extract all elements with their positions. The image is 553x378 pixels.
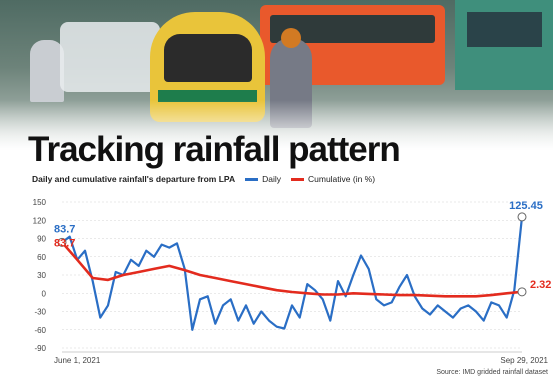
subtitle-row: Daily and cumulative rainfall's departur…: [32, 172, 375, 186]
marker-end-cumulative: [517, 287, 527, 297]
legend-swatch-daily: [245, 177, 259, 181]
y-tick-label: -90: [34, 344, 46, 353]
rainfall-chart: 150 120 90 60 30 0 -30 -60 -90 June 1, 2021 Sep 29…: [33, 198, 552, 376]
legend-daily: Daily: [245, 174, 281, 184]
photo-floodwater: [0, 100, 553, 150]
y-tick-label: 150: [33, 198, 47, 207]
legend-cumulative-label: Cumulative (in %): [308, 174, 376, 184]
series-line-cumulative: [60, 241, 524, 298]
y-tick-label: 30: [37, 271, 46, 280]
legend-daily-label: Daily: [262, 174, 281, 184]
marker-end-daily: [517, 212, 527, 222]
chart-title: Tracking rainfall pattern: [28, 130, 401, 169]
series-line-daily: [60, 215, 524, 331]
photo-car: [60, 22, 160, 92]
data-label-start-cumulative: 83.7: [54, 237, 75, 249]
legend-swatch-cumulative: [291, 177, 304, 181]
y-tick-label: -60: [34, 326, 46, 335]
marker-start-cumulative: [57, 237, 67, 247]
photo-pedestrian: [30, 40, 64, 102]
source-note: Source: IMD gridded rainfall dataset: [436, 369, 548, 376]
legend-cumulative: Cumulative (in %): [291, 174, 375, 184]
y-tick-label: 0: [42, 289, 47, 298]
y-tick-label: 120: [33, 216, 47, 225]
x-tick-label-start: June 1, 2021: [54, 356, 101, 365]
y-tick-label: -30: [34, 308, 46, 317]
chart-subtitle: Daily and cumulative rainfall's departur…: [32, 174, 236, 184]
photo-truck: [455, 0, 553, 90]
data-label-end-daily: 125.45: [509, 200, 543, 212]
y-tick-label: 90: [37, 235, 46, 244]
y-tick-label: 60: [37, 253, 46, 262]
data-label-end-cumulative: 2.32: [530, 279, 551, 291]
data-label-start-daily: 83.7: [54, 223, 75, 235]
x-tick-label-end: Sep 29, 2021: [500, 356, 548, 365]
background-photo: [0, 0, 553, 150]
